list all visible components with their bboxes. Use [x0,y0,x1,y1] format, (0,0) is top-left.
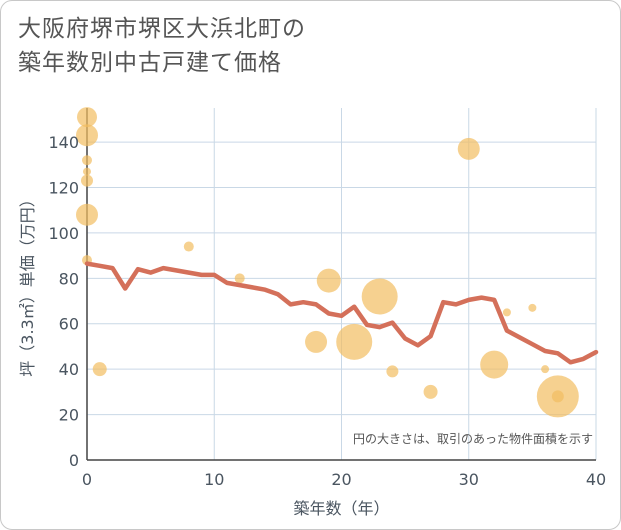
bubble-5 [76,203,98,226]
y-tick-label-60: 60 [59,315,79,334]
bubble-17 [480,350,509,379]
bubble-size-note: 円の大きさは、取引のあった物件面積を示す [353,431,593,446]
y-tick-label-80: 80 [59,269,79,288]
bubble-20 [541,365,550,374]
y-tick-label-140: 140 [48,133,79,152]
chart-title-line-1: 大阪府堺市堺区大浜北町の [18,16,306,42]
y-tick-label-20: 20 [59,406,79,425]
x-tick-labels: 0 10 20 30 40 [82,470,606,489]
bubble-14 [386,365,399,378]
chart-title: 大阪府堺市堺区大浜北町の 築年数別中古戸建て価格 [18,12,306,80]
bubble-4 [81,174,93,187]
grid-lines [87,108,597,460]
chart-title-line-2: 築年数別中古戸建て価格 [18,50,282,76]
bubble-15 [423,384,438,399]
x-tick-label-40: 40 [586,470,606,489]
bubble-7 [92,362,107,377]
bubble-16 [457,137,480,160]
bubble-22 [551,390,564,403]
y-tick-label-0: 0 [69,451,79,470]
bubble-10 [305,330,328,353]
y-tick-labels: 0 20 40 60 80 100 120 140 [48,133,79,470]
x-axis-label: 築年数（年） [293,499,389,518]
y-tick-label-100: 100 [48,224,79,243]
x-tick-label-30: 30 [459,470,479,489]
bubble-8 [183,241,194,252]
bubble-2 [82,155,92,166]
bubble-0 [77,107,97,128]
bubble-series [76,107,579,418]
bubble-19 [528,303,537,312]
bubble-13 [361,278,398,315]
trend-line [84,261,599,365]
bubble-1 [76,124,98,147]
y-tick-label-120: 120 [48,178,79,197]
bubble-9 [234,273,245,284]
bubble-18 [502,308,511,317]
y-tick-label-40: 40 [59,360,79,379]
bubble-3 [83,167,91,176]
bubble-12 [336,323,373,360]
x-tick-label-0: 0 [82,470,92,489]
x-tick-label-10: 10 [204,470,224,489]
x-tick-label-20: 20 [331,470,351,489]
bubble-11 [316,268,341,293]
y-axis-label: 坪（3.3㎡）単価（万円） [18,191,37,376]
